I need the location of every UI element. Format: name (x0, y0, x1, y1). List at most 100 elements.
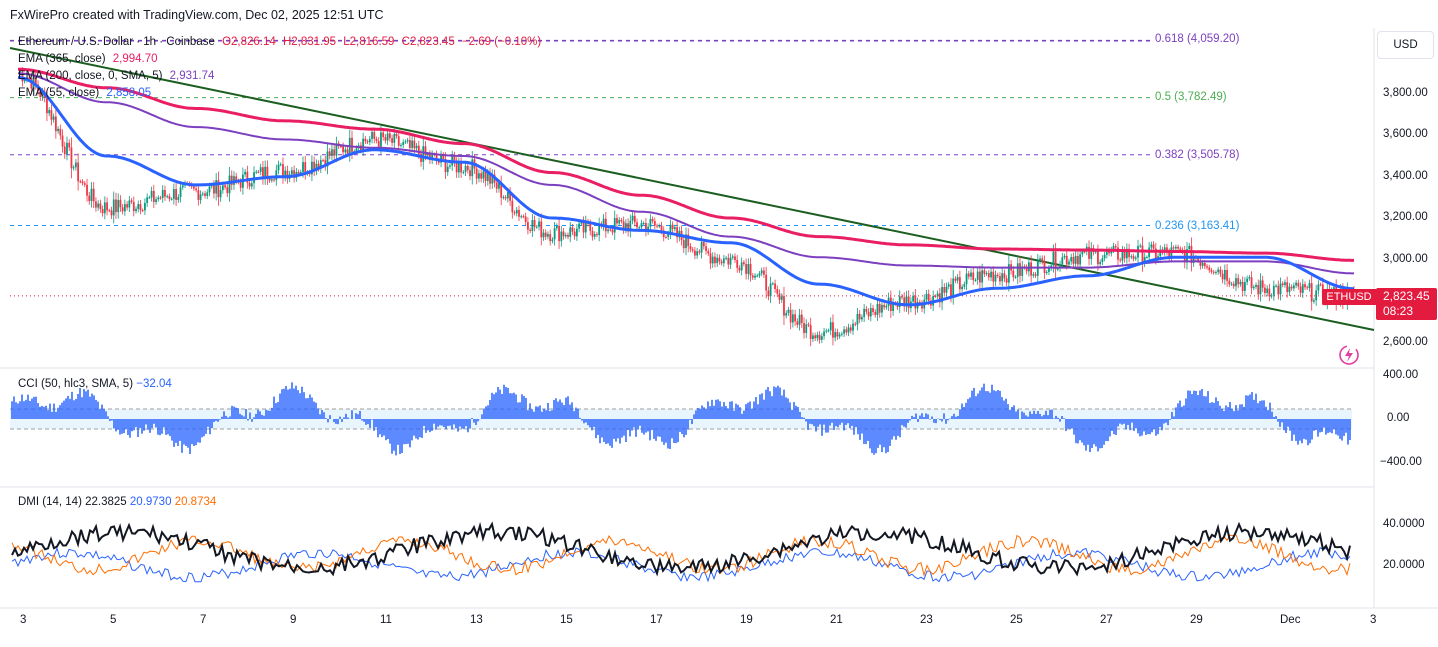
candle-body (391, 138, 393, 143)
candle-body (905, 296, 908, 307)
candle-body (68, 142, 71, 148)
candle-body (667, 233, 670, 238)
fib-618-label: 0.618 (4,059.20) (1155, 33, 1240, 45)
candle-body (952, 278, 955, 297)
cci-axis-label: 400.00 (1383, 369, 1419, 381)
candle-body (1105, 250, 1108, 255)
lightning-icon[interactable] (1338, 344, 1360, 366)
ema55-line (17, 76, 1355, 307)
candle-body (694, 250, 696, 256)
candle-body (1237, 278, 1240, 285)
candle-body (983, 270, 986, 274)
candle-body (408, 140, 411, 148)
candle-body (869, 308, 872, 317)
ohlc-close: C2,823.45 (401, 36, 455, 48)
candle-body (520, 216, 523, 218)
candle-body (482, 171, 485, 179)
candle-body (339, 146, 342, 148)
candle-body (415, 145, 418, 149)
candle-body (1221, 273, 1224, 280)
candle-body (736, 259, 739, 268)
ema55-legend[interactable]: EMA (55, close) 2,858.05 (18, 87, 155, 99)
candle-body (807, 324, 810, 326)
candle-body (1097, 251, 1099, 265)
candle-body (865, 308, 868, 312)
candle-body (1304, 284, 1306, 288)
candle-body (489, 173, 491, 184)
candle-body (642, 223, 645, 225)
candle-body (157, 197, 160, 200)
candle-body (1059, 264, 1061, 269)
candle-body (812, 335, 814, 339)
candle-body (861, 317, 863, 320)
candle-body (1177, 246, 1179, 249)
candle-body (867, 311, 870, 317)
ema200-legend[interactable]: EMA (200, close, 0, SMA, 5) 2,931.74 (18, 70, 218, 82)
time-axis-label: 25 (1010, 614, 1023, 626)
candle-body (123, 204, 126, 212)
candle-body (277, 164, 280, 171)
candle-body (990, 271, 992, 278)
candle-body (613, 218, 616, 233)
candle-body (843, 329, 845, 334)
candle-body (941, 287, 943, 303)
candle-body (297, 171, 300, 174)
candle-body (48, 110, 51, 114)
candle-body (193, 186, 195, 189)
candle-body (431, 154, 434, 161)
candle-body (673, 227, 676, 230)
candle-body (992, 271, 995, 282)
candle-body (498, 183, 500, 189)
ema365-legend[interactable]: EMA (365, close) 2,994.70 (18, 53, 162, 65)
candle-body (1301, 284, 1304, 293)
currency-button[interactable]: USD (1377, 31, 1434, 59)
candle-body (364, 138, 367, 142)
candle-body (618, 220, 621, 224)
candle-body (1174, 246, 1177, 249)
symbol-title[interactable]: Ethereum / U.S. Dollar · 1h · Coinbase (18, 36, 215, 48)
candle-body (660, 225, 663, 231)
dmi-axis-label: 20.0000 (1383, 559, 1425, 571)
candle-body (633, 215, 636, 223)
candle-body (110, 210, 113, 216)
candle-body (1025, 267, 1028, 272)
candle-body (1094, 251, 1097, 253)
candle-body (54, 116, 57, 132)
candle-body (375, 138, 378, 141)
candle-body (702, 242, 705, 247)
candle-body (720, 261, 723, 264)
candle-body (175, 189, 177, 200)
candle-body (1284, 282, 1286, 286)
candle-body (1217, 269, 1220, 273)
candle-body (299, 171, 302, 174)
candle-body (1039, 258, 1041, 262)
candle-body (591, 230, 594, 237)
candle-body (1230, 283, 1233, 285)
candle-body (943, 287, 946, 293)
candle-body (602, 218, 605, 227)
candle-body (97, 203, 100, 208)
time-axis-label: 7 (200, 614, 207, 626)
candle-body (829, 322, 832, 331)
ticker-tag[interactable]: ETHUSD (1322, 289, 1376, 305)
candle-body (226, 187, 229, 194)
candle-body (1292, 285, 1295, 289)
candle-body (1079, 254, 1082, 265)
dmi-plus-value: 20.9730 (129, 496, 172, 508)
candle-body (486, 173, 489, 181)
candle-body (535, 226, 538, 228)
candle-body (551, 239, 554, 242)
candle-body (996, 274, 999, 277)
price-axis-label: 3,200.00 (1383, 211, 1428, 223)
candle-body (426, 154, 429, 156)
candle-body (789, 309, 792, 323)
dmi-legend[interactable]: DMI (14, 14) 22.3825 20.9730 20.8734 (18, 496, 216, 508)
candle-body (388, 133, 391, 139)
candle-body (1070, 257, 1073, 262)
candle-body (624, 223, 627, 230)
trendline (9, 47, 1375, 331)
candle-body (1255, 284, 1257, 287)
cci-legend[interactable]: CCI (50, hlc3, SMA, 5) −32.04 (18, 378, 172, 390)
candle-body (286, 170, 289, 179)
